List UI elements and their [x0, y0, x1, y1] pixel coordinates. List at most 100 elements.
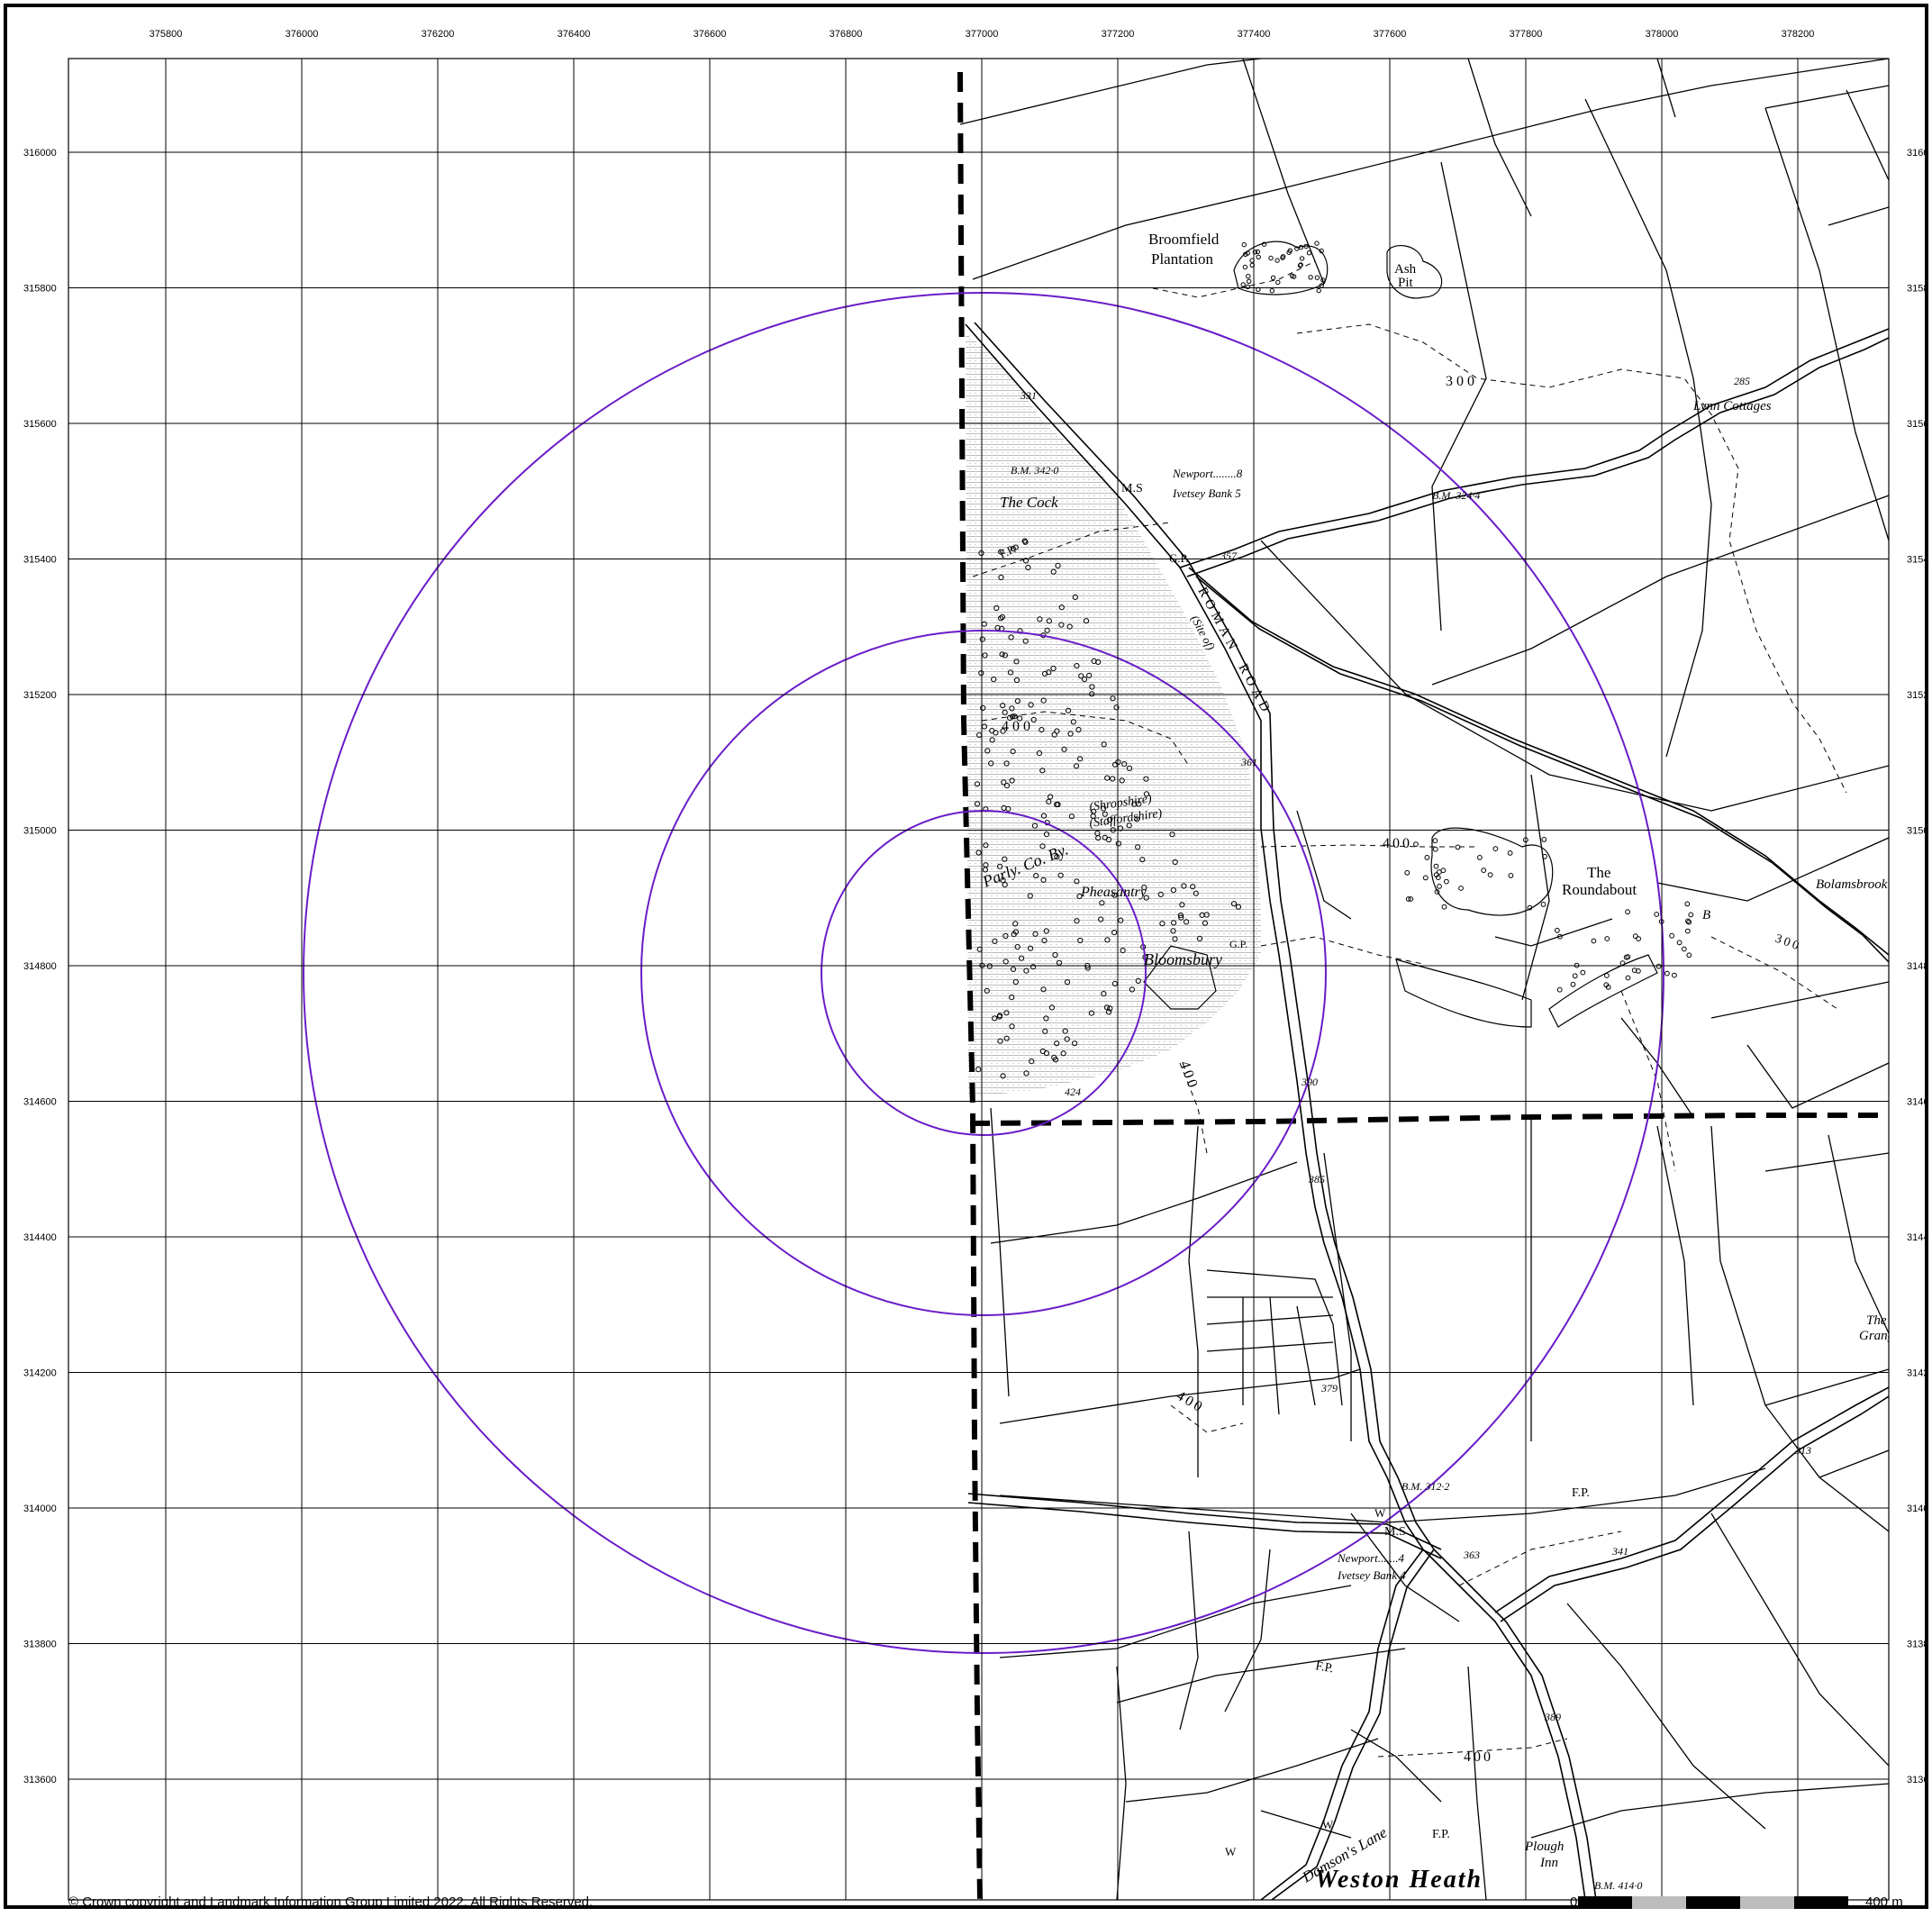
easting-label: 376000 — [286, 29, 319, 40]
tree-symbol — [1010, 966, 1017, 973]
label-broomfield: Broomfield — [1148, 231, 1220, 248]
label-the-grange-2: Grang — [1859, 1329, 1895, 1343]
tree-symbol — [1179, 902, 1185, 908]
tree-symbol — [1314, 275, 1320, 280]
tree-symbol — [1098, 916, 1104, 922]
tree-symbol — [1074, 918, 1080, 924]
label-ms-top: M.S — [1121, 482, 1143, 495]
tree-symbol — [1604, 936, 1610, 941]
tree-symbol — [1432, 846, 1438, 852]
tree-symbol — [1193, 890, 1199, 896]
grid-tick-labels: 375800 376000 376200 376400 376600 376800 3770… — [23, 29, 1928, 1785]
tree-symbol — [1023, 968, 1029, 974]
tree-symbol — [1572, 973, 1578, 979]
spot-341: 341 — [1611, 1545, 1628, 1558]
label-the-roundabout-2: Roundabout — [1562, 881, 1637, 898]
label-ivetsey-top: Ivetsey Bank 5 — [1172, 486, 1241, 500]
tree-symbol — [1050, 568, 1057, 575]
tree-symbol — [1091, 808, 1097, 814]
tree-symbol — [1000, 877, 1006, 884]
tree-symbol — [1089, 691, 1095, 697]
tree-symbol — [1107, 1005, 1113, 1012]
tree-symbol — [1003, 760, 1010, 767]
spot-379: 379 — [1320, 1382, 1338, 1395]
label-bm-324: B.M. 324·4 — [1432, 489, 1480, 502]
tree-symbol — [974, 781, 981, 787]
tree-symbol — [1181, 883, 1187, 889]
tree-symbol — [1019, 955, 1025, 961]
tree-symbol — [1437, 884, 1442, 889]
tree-symbol — [1270, 275, 1276, 280]
northing-label-right: 3160 — [1907, 148, 1928, 159]
northing-label-right: 3142 — [1907, 1368, 1928, 1379]
tree-symbol — [1433, 863, 1439, 869]
label-the-cock: The Cock — [1000, 494, 1058, 511]
tree-symbol — [1062, 1028, 1068, 1034]
northing-label-right: 3140 — [1907, 1504, 1928, 1514]
label-pit: Pit — [1398, 276, 1414, 290]
tree-symbol — [1046, 798, 1052, 804]
northing-label: 314400 — [23, 1232, 57, 1243]
tree-symbol — [1684, 928, 1691, 934]
label-ash: Ash — [1394, 262, 1417, 277]
tree-symbol — [1241, 241, 1247, 248]
label-bm-312: B.M. 312·2 — [1401, 1480, 1449, 1493]
tree-symbol — [1041, 937, 1048, 944]
tree-symbol — [991, 677, 997, 683]
easting-label: 377600 — [1374, 29, 1407, 40]
tree-symbol — [982, 867, 989, 873]
label-newport-bottom: Newport.......4 — [1337, 1551, 1405, 1565]
contour-400a: 400 — [1002, 719, 1034, 734]
tree-symbol — [1481, 868, 1487, 873]
tree-symbol — [1000, 703, 1006, 709]
spot-385: 385 — [1308, 1173, 1325, 1186]
tree-symbol — [1274, 258, 1280, 263]
easting-label: 377800 — [1510, 29, 1543, 40]
tree-symbol — [1057, 872, 1064, 878]
tree-symbol — [989, 737, 995, 743]
tree-symbol — [1113, 704, 1120, 711]
coordinate-grid — [68, 59, 1889, 1900]
tree-symbol — [1012, 544, 1019, 550]
northing-label-right: 3138 — [1907, 1640, 1928, 1650]
tree-symbol — [1086, 672, 1093, 678]
tree-symbol — [1190, 884, 1196, 890]
tree-symbol — [1120, 948, 1126, 954]
tree-symbol — [1001, 779, 1007, 786]
tree-symbol — [1067, 731, 1074, 737]
tree-symbol — [1541, 837, 1547, 842]
tree-symbol — [1001, 804, 1007, 812]
contour-400e: 400 — [1464, 1749, 1493, 1765]
tree-symbol — [1027, 893, 1033, 899]
tree-symbol — [1072, 1040, 1078, 1047]
tree-symbol — [1043, 831, 1050, 838]
map-content: Broomfield Plantation Ash Pit Lynn Cotta… — [68, 59, 1895, 1900]
tree-symbol — [1235, 904, 1242, 910]
label-ms-bottom: M.S — [1384, 1525, 1406, 1539]
tree-symbol — [1094, 831, 1101, 837]
tree-symbol — [1316, 287, 1321, 294]
tree-symbol — [1477, 855, 1483, 860]
tree-symbol — [1013, 677, 1020, 684]
tree-symbol — [1101, 805, 1107, 812]
tree-symbol — [1591, 938, 1597, 944]
tree-symbol — [1099, 900, 1105, 906]
tree-symbol — [1685, 918, 1691, 924]
tree-symbol — [1012, 978, 1019, 986]
buffer-rings — [303, 292, 1664, 1654]
tree-symbol — [1054, 728, 1060, 734]
easting-label: 378000 — [1646, 29, 1679, 40]
tree-symbol — [979, 636, 985, 642]
tree-symbol — [1031, 822, 1039, 829]
tree-symbol — [1055, 562, 1061, 569]
tree-symbol — [1686, 952, 1692, 958]
label-bm-342: B.M. 342·0 — [1011, 464, 1058, 477]
tree-symbol — [1040, 877, 1047, 883]
tree-symbol — [1111, 930, 1118, 936]
tree-symbol — [1029, 1058, 1035, 1065]
tree-symbol — [1287, 248, 1293, 253]
northing-label: 315800 — [23, 284, 57, 295]
easting-label: 377200 — [1102, 29, 1135, 40]
label-plantation: Plantation — [1151, 250, 1213, 268]
tree-symbol — [1540, 902, 1547, 907]
